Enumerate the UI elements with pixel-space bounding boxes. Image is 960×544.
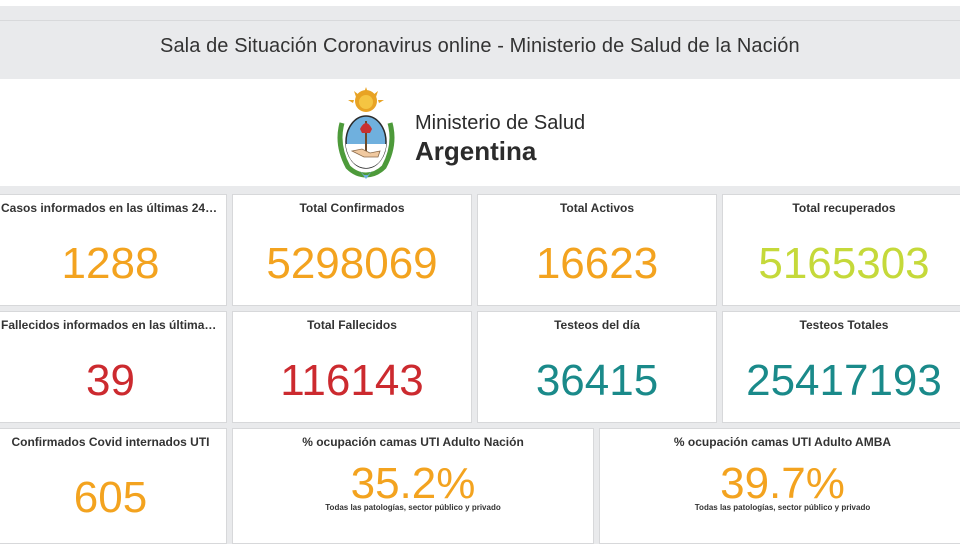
card-ocupacion-amba: % ocupación camas UTI Adulto AMBA 39.7% … [599,428,960,544]
card-value: 25417193 [746,356,942,405]
card-value: 35.2% [350,459,476,508]
card-label: Fallecidos informados en las últimas ... [1,318,225,332]
card-ocupacion-nacion: % ocupación camas UTI Adulto Nación 35.2… [232,428,594,544]
card-internados-uti: Confirmados Covid internados UTI 605 [0,428,227,544]
country-name: Argentina [415,136,537,166]
card-value: 36415 [535,356,659,405]
page-title: Sala de Situación Coronavirus online - M… [160,35,800,57]
card-label: Testeos del día [554,318,640,332]
card-testeos-dia: Testeos del día 36415 [477,311,717,423]
card-casos-24h: Casos informados en las últimas 24 Hs 12… [0,194,227,306]
card-value: 16623 [535,239,659,288]
card-label: Total Confirmados [299,201,405,215]
card-fallecidos-24h: Fallecidos informados en las últimas ...… [0,311,227,423]
card-value: 1288 [61,239,160,288]
argentina-coat-of-arms-icon [337,87,395,179]
card-label: Testeos Totales [799,318,889,332]
card-total-confirmados: Total Confirmados 5298069 [232,194,472,306]
card-label: % ocupación camas UTI Adulto Nación [302,435,524,449]
card-label: Total recuperados [792,201,896,215]
card-value: 5298069 [266,239,438,288]
card-label: Confirmados Covid internados UTI [11,435,210,449]
card-total-recuperados: Total recuperados 5165303 [722,194,960,306]
card-value: 116143 [280,356,424,405]
card-value: 5165303 [758,239,930,288]
card-total-fallecidos: Total Fallecidos 116143 [232,311,472,423]
card-value: 605 [73,473,148,522]
logo-panel: Ministerio de Salud Argentina [0,79,960,186]
card-testeos-totales: Testeos Totales 25417193 [722,311,960,423]
card-total-activos: Total Activos 16623 [477,194,717,306]
card-label: Total Fallecidos [307,318,397,332]
card-value: 39.7% [720,459,845,508]
card-note: Todas las patologías, sector público y p… [694,503,871,512]
card-note: Todas las patologías, sector público y p… [325,503,501,512]
card-label: % ocupación camas UTI Adulto AMBA [673,435,892,449]
title-bar: Sala de Situación Coronavirus online - M… [0,20,960,75]
card-value: 39 [86,356,135,405]
card-label: Casos informados en las últimas 24 Hs [1,201,224,215]
top-strip [0,0,960,6]
card-label: Total Activos [559,201,634,215]
ministry-name: Ministerio de Salud [415,112,586,134]
